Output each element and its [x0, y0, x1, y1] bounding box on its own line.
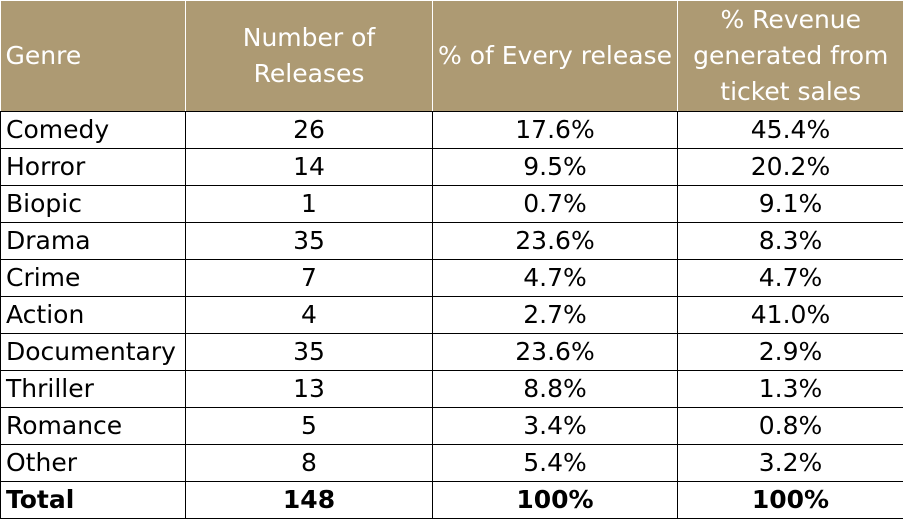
- cell-releases: 35: [186, 223, 433, 260]
- header-genre: Genre: [1, 1, 186, 112]
- cell-genre: Action: [1, 297, 186, 334]
- cell-releases: 8: [186, 445, 433, 482]
- cell-releases: 4: [186, 297, 433, 334]
- cell-releases: 1: [186, 186, 433, 223]
- table-row: Horror 14 9.5% 20.2%: [1, 149, 903, 186]
- cell-genre: Biopic: [1, 186, 186, 223]
- cell-pct-revenue: 9.1%: [678, 186, 903, 223]
- cell-genre: Horror: [1, 149, 186, 186]
- cell-pct-revenue: 0.8%: [678, 408, 903, 445]
- cell-pct-release: 23.6%: [433, 223, 678, 260]
- table-row: Romance 5 3.4% 0.8%: [1, 408, 903, 445]
- header-pct-release: % of Every release: [433, 1, 678, 112]
- table-row: Other 8 5.4% 3.2%: [1, 445, 903, 482]
- header-row: Genre Number of Releases % of Every rele…: [1, 1, 903, 112]
- cell-pct-revenue: 4.7%: [678, 260, 903, 297]
- table-row: Biopic 1 0.7% 9.1%: [1, 186, 903, 223]
- cell-genre: Romance: [1, 408, 186, 445]
- total-pct-release: 100%: [433, 482, 678, 519]
- table-row: Documentary 35 23.6% 2.9%: [1, 334, 903, 371]
- cell-genre: Drama: [1, 223, 186, 260]
- table-row: Crime 7 4.7% 4.7%: [1, 260, 903, 297]
- cell-genre: Thriller: [1, 371, 186, 408]
- cell-genre: Comedy: [1, 112, 186, 149]
- cell-genre: Other: [1, 445, 186, 482]
- cell-pct-revenue: 20.2%: [678, 149, 903, 186]
- cell-pct-revenue: 41.0%: [678, 297, 903, 334]
- cell-genre: Documentary: [1, 334, 186, 371]
- total-releases: 148: [186, 482, 433, 519]
- cell-pct-release: 2.7%: [433, 297, 678, 334]
- header-releases: Number of Releases: [186, 1, 433, 112]
- cell-pct-release: 3.4%: [433, 408, 678, 445]
- total-label: Total: [1, 482, 186, 519]
- cell-pct-release: 4.7%: [433, 260, 678, 297]
- cell-pct-revenue: 2.9%: [678, 334, 903, 371]
- cell-releases: 35: [186, 334, 433, 371]
- header-pct-revenue: % Revenue generated from ticket sales: [678, 1, 903, 112]
- total-row: Total 148 100% 100%: [1, 482, 903, 519]
- table-row: Action 4 2.7% 41.0%: [1, 297, 903, 334]
- cell-releases: 13: [186, 371, 433, 408]
- table-row: Thriller 13 8.8% 1.3%: [1, 371, 903, 408]
- cell-releases: 26: [186, 112, 433, 149]
- cell-pct-release: 23.6%: [433, 334, 678, 371]
- cell-genre: Crime: [1, 260, 186, 297]
- cell-pct-release: 8.8%: [433, 371, 678, 408]
- cell-releases: 7: [186, 260, 433, 297]
- table-row: Drama 35 23.6% 8.3%: [1, 223, 903, 260]
- cell-pct-release: 9.5%: [433, 149, 678, 186]
- total-pct-revenue: 100%: [678, 482, 903, 519]
- table-row: Comedy 26 17.6% 45.4%: [1, 112, 903, 149]
- cell-pct-release: 17.6%: [433, 112, 678, 149]
- cell-pct-revenue: 3.2%: [678, 445, 903, 482]
- cell-pct-release: 0.7%: [433, 186, 678, 223]
- cell-releases: 14: [186, 149, 433, 186]
- cell-releases: 5: [186, 408, 433, 445]
- cell-pct-revenue: 1.3%: [678, 371, 903, 408]
- cell-pct-revenue: 45.4%: [678, 112, 903, 149]
- cell-pct-release: 5.4%: [433, 445, 678, 482]
- cell-pct-revenue: 8.3%: [678, 223, 903, 260]
